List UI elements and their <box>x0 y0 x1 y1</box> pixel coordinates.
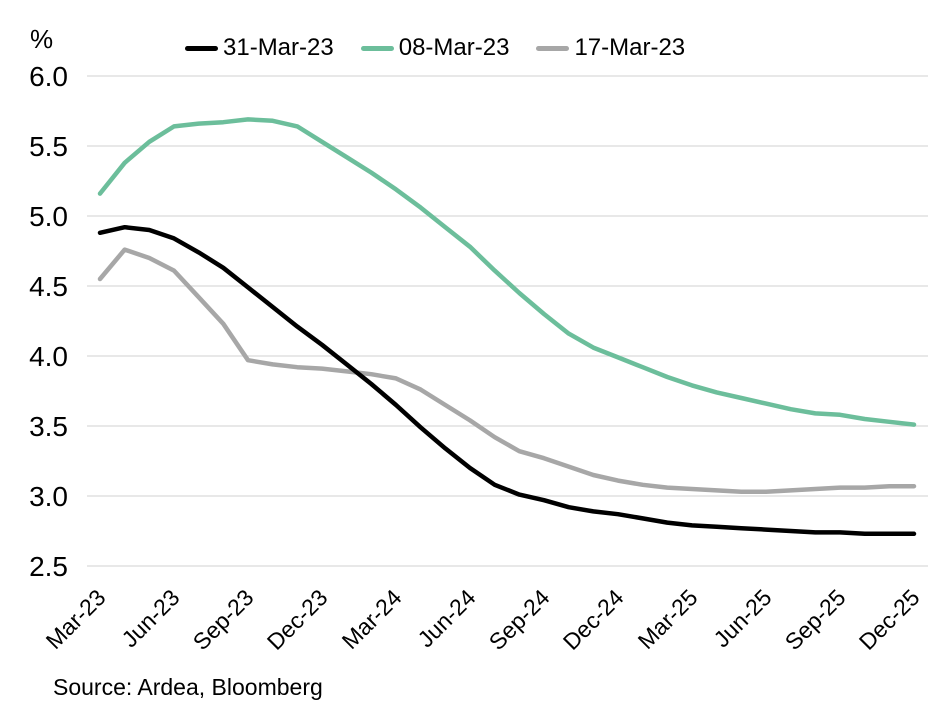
x-axis-tick-label: Sep-24 <box>484 584 555 655</box>
x-axis-tick-label: Sep-25 <box>780 584 851 655</box>
y-axis-tick-label: 5.0 <box>29 201 68 232</box>
x-axis-tick-label: Dec-25 <box>854 584 925 655</box>
series-line-31-Mar-23 <box>97 224 917 537</box>
x-axis-tick-label: Jun-23 <box>116 584 184 652</box>
x-axis-tick-label: Mar-25 <box>633 584 703 654</box>
x-axis-tick-label: Mar-24 <box>337 584 407 654</box>
legend: 31-Mar-23 08-Mar-23 17-Mar-23 <box>185 34 685 62</box>
y-axis-tick-label: 2.5 <box>29 551 68 582</box>
y-axis-tick-label: 3.5 <box>29 411 68 442</box>
legend-line-swatch-gray <box>536 45 570 51</box>
legend-label: 17-Mar-23 <box>574 34 686 61</box>
x-axis-tick-label: Jun-25 <box>708 584 776 652</box>
y-axis-tick-label: 4.0 <box>29 341 68 372</box>
x-axis-tick-label: Sep-23 <box>188 584 259 655</box>
y-axis-tick-label: 3.0 <box>29 481 68 512</box>
legend-label: 08-Mar-23 <box>398 34 510 61</box>
legend-item-08-mar-23: 08-Mar-23 <box>360 34 510 62</box>
x-axis-tick-label: Dec-23 <box>262 584 333 655</box>
y-axis-tick-label: 4.5 <box>29 271 68 302</box>
series-line-17-Mar-23 <box>97 247 917 495</box>
legend-item-17-mar-23: 17-Mar-23 <box>536 34 685 62</box>
legend-line-swatch-black <box>185 45 218 51</box>
x-axis-tick-label: Dec-24 <box>558 584 629 655</box>
legend-item-31-mar-23: 31-Mar-23 <box>185 34 334 62</box>
x-axis-tick-label: Mar-23 <box>41 584 111 654</box>
x-axis-tick-label: Jun-24 <box>412 584 480 652</box>
y-axis-tick-label: 6.0 <box>29 61 68 92</box>
source-note: Source: Ardea, Bloomberg <box>53 674 323 700</box>
y-axis-unit-label: % <box>30 24 54 54</box>
legend-label: 31-Mar-23 <box>223 34 334 61</box>
legend-line-swatch-green <box>360 45 394 51</box>
series-line-08-Mar-23 <box>97 117 917 427</box>
y-axis-tick-label: 5.5 <box>29 131 68 162</box>
